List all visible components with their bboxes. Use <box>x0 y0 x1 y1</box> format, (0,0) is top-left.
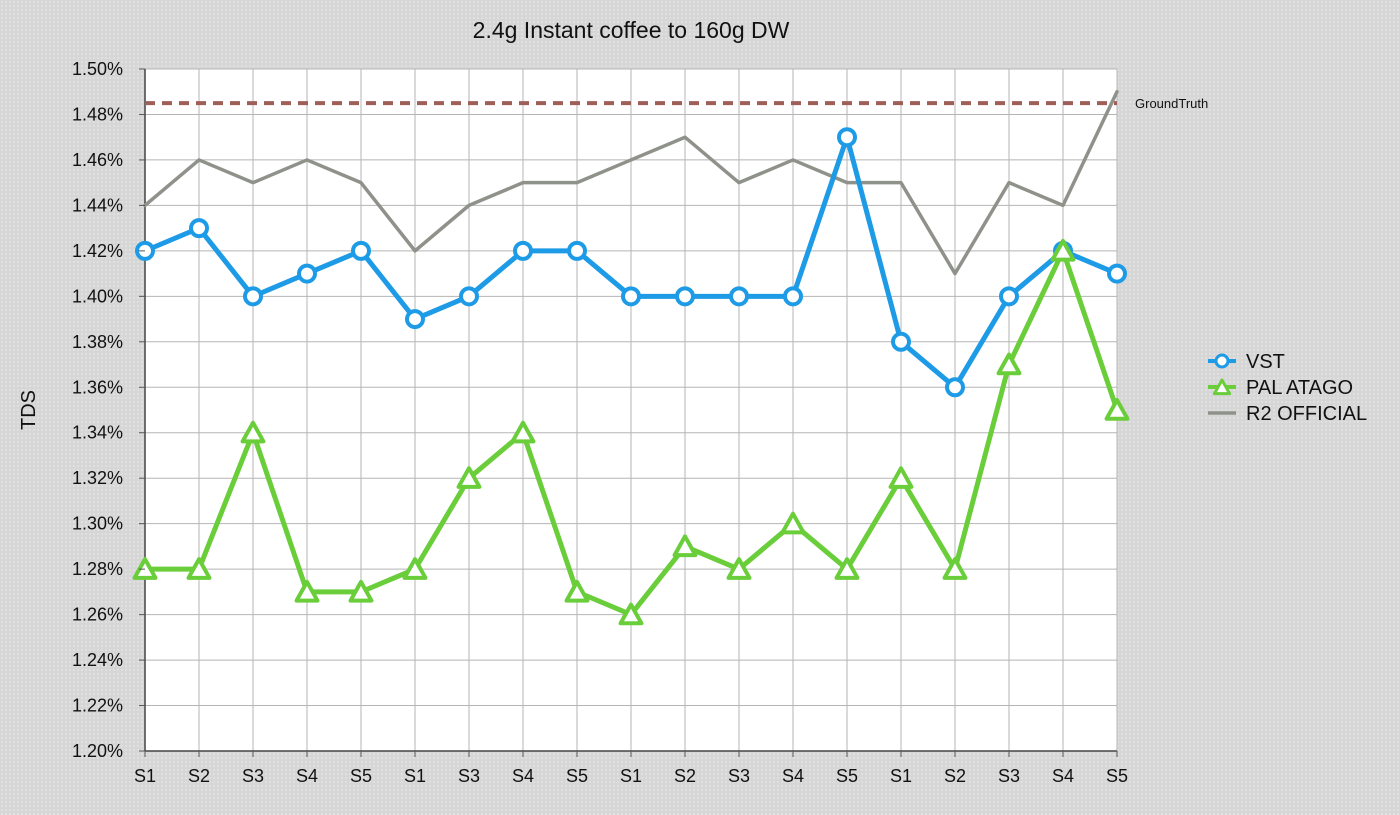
data-point-vst <box>513 240 533 261</box>
data-point-vst <box>675 286 695 307</box>
x-tick-label: S1 <box>134 766 156 786</box>
x-tick-label: S4 <box>512 766 534 786</box>
data-point-vst <box>729 286 749 307</box>
reference-line-group: GroundTruth <box>145 96 1208 111</box>
data-point-pal-atago <box>186 557 212 580</box>
data-point-pal-atago <box>726 557 752 580</box>
x-tick-label: S2 <box>674 766 696 786</box>
data-point-vst <box>351 240 371 261</box>
x-tick-label: S1 <box>620 766 642 786</box>
x-tick-label: S2 <box>944 766 966 786</box>
x-tick-label: S5 <box>350 766 372 786</box>
groundtruth-label: GroundTruth <box>1135 96 1208 111</box>
data-point-vst <box>621 286 641 307</box>
data-point-vst <box>1107 263 1127 284</box>
data-point-pal-atago <box>834 557 860 580</box>
series-line-r2-official <box>143 89 1119 276</box>
y-tick-label: 1.20% <box>72 741 123 761</box>
y-tick-label: 1.40% <box>72 286 123 306</box>
data-point-pal-atago <box>888 466 914 489</box>
data-point-vst <box>405 309 425 330</box>
x-tick-label: S3 <box>458 766 480 786</box>
y-tick-label: 1.34% <box>72 423 123 443</box>
data-point-pal-atago <box>942 557 968 580</box>
data-point-pal-atago <box>618 602 644 626</box>
y-axis-ticks: 1.20% 1.22% 1.24% 1.26% 1.28% 1.30% 1.32% 1.34%… <box>72 59 145 761</box>
data-point-pal-atago <box>672 534 698 558</box>
data-point-vst <box>567 240 587 261</box>
data-point-vst <box>891 331 911 352</box>
x-tick-label: S3 <box>998 766 1020 786</box>
y-tick-label: 1.24% <box>72 650 123 670</box>
legend-marker-vst <box>1214 353 1230 369</box>
y-tick-label: 1.46% <box>72 150 123 170</box>
y-tick-label: 1.36% <box>72 377 123 397</box>
y-axis-label: TDS <box>18 390 40 430</box>
data-point-vst <box>945 377 965 398</box>
data-point-pal-atago <box>564 579 590 603</box>
x-tick-label: S4 <box>296 766 318 786</box>
data-point-vst <box>297 263 317 284</box>
data-point-pal-atago <box>996 352 1022 376</box>
y-tick-label: 1.32% <box>72 468 123 488</box>
y-tick-label: 1.28% <box>72 559 123 579</box>
legend-marker-pal-atago <box>1212 378 1232 396</box>
data-point-vst <box>459 286 479 307</box>
x-tick-label: S4 <box>1052 766 1074 786</box>
x-tick-label: S5 <box>836 766 858 786</box>
data-point-pal-atago <box>1050 238 1076 262</box>
x-tick-label: S5 <box>1106 766 1128 786</box>
data-point-pal-atago <box>402 557 428 580</box>
data-point-pal-atago <box>294 579 320 603</box>
data-point-vst <box>189 218 209 239</box>
x-tick-label: S2 <box>188 766 210 786</box>
data-point-vst <box>783 286 803 307</box>
legend-label-r2-official: R2 OFFICIAL <box>1246 403 1367 425</box>
series-markers <box>132 127 1130 626</box>
data-point-pal-atago <box>780 511 806 535</box>
y-tick-label: 1.42% <box>72 241 123 261</box>
legend-label-pal-atago: PAL ATAGO <box>1246 377 1353 399</box>
legend: VST PAL ATAGO R2 OFFICIAL <box>1208 351 1367 425</box>
data-point-pal-atago <box>1104 398 1130 421</box>
x-tick-label: S1 <box>404 766 426 786</box>
data-point-pal-atago <box>348 579 374 603</box>
y-tick-label: 1.38% <box>72 332 123 352</box>
y-tick-label: 1.30% <box>72 514 123 534</box>
x-tick-label: S1 <box>890 766 912 786</box>
x-axis-ticks: S1 S2 S3 S4 S5 S1 S3 S4 S5 S1 S2 S3 S4 S5 S1 S2 S3 S4 S5 <box>134 751 1128 786</box>
x-tick-label: S3 <box>242 766 264 786</box>
chart-title: 2.4g Instant coffee to 160g DW <box>473 17 790 43</box>
y-tick-label: 1.48% <box>72 104 123 124</box>
data-point-pal-atago <box>240 420 266 444</box>
data-point-pal-atago <box>456 466 482 489</box>
x-tick-label: S3 <box>728 766 750 786</box>
y-tick-label: 1.44% <box>72 195 123 215</box>
data-point-pal-atago <box>510 420 536 444</box>
data-point-pal-atago <box>132 557 158 580</box>
y-tick-label: 1.50% <box>72 59 123 79</box>
y-tick-label: 1.26% <box>72 605 123 625</box>
x-tick-label: S4 <box>782 766 804 786</box>
x-tick-label: S5 <box>566 766 588 786</box>
data-point-vst <box>837 127 857 148</box>
data-point-vst <box>243 286 263 307</box>
legend-label-vst: VST <box>1246 351 1285 373</box>
y-tick-label: 1.22% <box>72 696 123 716</box>
data-point-vst <box>999 286 1019 307</box>
